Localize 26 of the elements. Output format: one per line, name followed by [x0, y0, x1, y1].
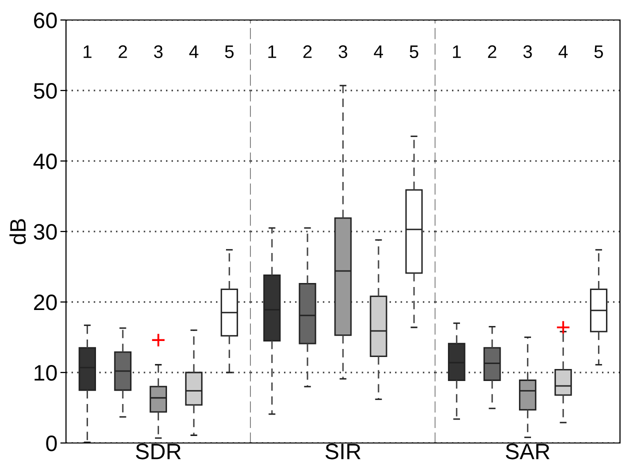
x-tick-label: 3	[154, 45, 163, 58]
y-tick-label: 50	[34, 83, 57, 99]
x-tick-label: 5	[410, 46, 418, 58]
y-axis-title: dB	[9, 219, 26, 244]
x-tick-label: 4	[374, 46, 384, 58]
x-tick-label: 4	[189, 46, 198, 58]
y-tick-label: 40	[33, 154, 57, 170]
x-tick-label: 3	[338, 45, 348, 58]
x-tick-label: 3	[523, 45, 532, 58]
x-tick-label: 1	[268, 46, 276, 58]
x-tick-label: 1	[452, 46, 461, 58]
x-tick-label: 5	[594, 46, 603, 58]
x-tick-label: 2	[488, 45, 496, 58]
x-tick-label: 1	[84, 46, 92, 58]
y-tick-label: 60	[34, 12, 57, 28]
x-axis-title: SIR	[325, 444, 360, 460]
x-axis-title: SDR	[136, 444, 181, 460]
y-tick-label: 0	[46, 436, 57, 452]
y-tick-label: 20	[34, 294, 57, 310]
x-tick-label: 5	[225, 46, 234, 58]
x-tick-label: 2	[303, 45, 312, 58]
x-tick-label: 2	[118, 45, 127, 58]
x-tick-label: 4	[558, 46, 568, 58]
y-tick-label: 10	[34, 365, 57, 381]
y-tick-label: 30	[34, 224, 57, 240]
x-axis-title: SAR	[506, 444, 550, 460]
